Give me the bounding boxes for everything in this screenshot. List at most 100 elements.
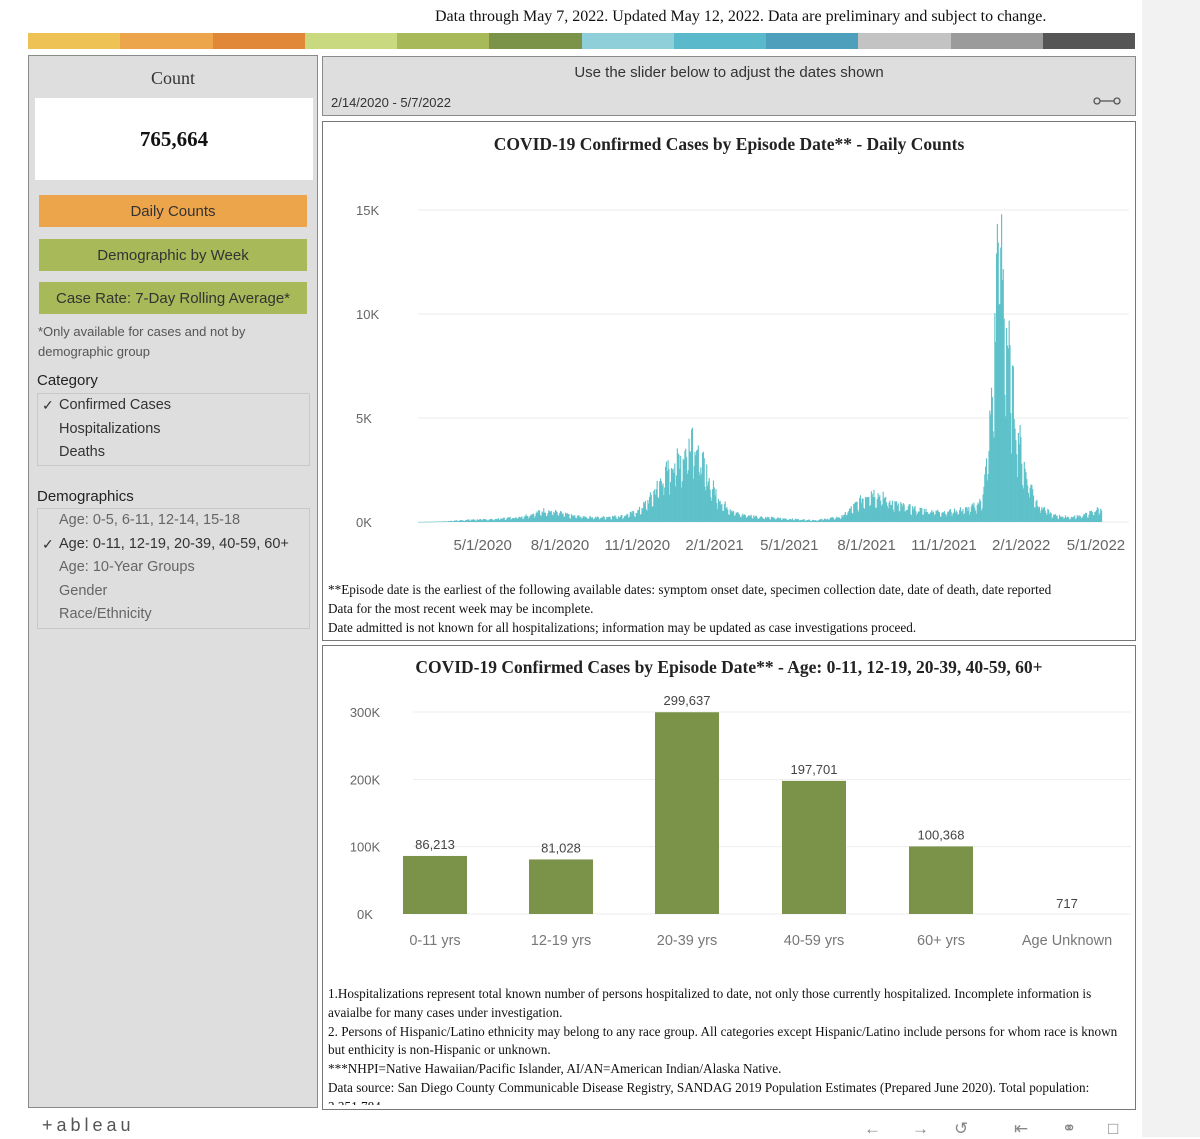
daily-bar <box>1096 507 1098 522</box>
daily-bar <box>969 511 972 522</box>
daily-counts-button[interactable]: Daily Counts <box>39 195 307 227</box>
daily-bar <box>1060 516 1062 522</box>
daily-bar <box>782 518 784 522</box>
daily-bar <box>911 506 914 522</box>
daily-bar <box>481 520 483 522</box>
daily-bar <box>758 519 760 522</box>
daily-bar <box>501 518 503 522</box>
daily-bar <box>1023 461 1025 522</box>
daily-bar <box>496 519 499 522</box>
daily-bar <box>863 507 865 522</box>
daily-bar <box>933 515 935 522</box>
daily-bar <box>674 463 676 522</box>
daily-bar <box>428 521 431 523</box>
filter-item[interactable]: Hospitalizations <box>38 418 309 442</box>
daily-bar <box>814 520 816 522</box>
daily-bar <box>641 508 643 522</box>
daily-bar <box>451 521 453 522</box>
daily-bar <box>824 518 826 522</box>
filter-item[interactable]: Age: 0-5, 6-11, 12-14, 15-18 <box>38 509 309 533</box>
daily-bar <box>953 508 956 522</box>
color-bar-segment <box>1042 33 1135 49</box>
daily-bar <box>582 516 584 522</box>
daily-bar <box>681 481 683 522</box>
daily-bar <box>484 519 486 522</box>
daily-bar <box>712 480 715 522</box>
fullscreen-icon[interactable]: □ <box>1108 1119 1119 1138</box>
daily-bar <box>588 517 590 522</box>
daily-bar <box>519 517 521 522</box>
slider-handle-icon[interactable] <box>1093 95 1121 107</box>
daily-bar <box>555 511 557 522</box>
daily-bar <box>864 497 867 522</box>
daily-bar <box>542 512 544 522</box>
daily-bar <box>837 517 839 522</box>
demographic-by-week-button[interactable]: Demographic by Week <box>39 239 307 271</box>
daily-bar <box>912 509 914 522</box>
daily-bar <box>693 465 695 522</box>
redo-icon[interactable]: → <box>912 1119 929 1138</box>
daily-bar <box>541 511 543 522</box>
daily-bar <box>738 513 740 522</box>
daily-bar <box>716 503 718 522</box>
daily-bar <box>654 489 656 522</box>
daily-bar <box>502 517 504 522</box>
daily-bar <box>493 520 495 522</box>
daily-bar <box>634 517 636 522</box>
daily-bar <box>805 520 807 522</box>
category-label: 12-19 yrs <box>531 933 591 949</box>
daily-bar <box>851 513 853 522</box>
color-bar-segment <box>766 33 859 49</box>
daily-bar <box>952 513 954 522</box>
filter-item[interactable]: ✓ Age: 0-11, 12-19, 20-39, 40-59, 60+ <box>38 533 309 557</box>
daily-bar <box>974 507 976 522</box>
daily-bar <box>420 521 422 523</box>
filter-item[interactable]: ✓ Confirmed Cases <box>38 394 309 418</box>
daily-bar <box>1031 484 1033 522</box>
daily-bar <box>959 510 961 522</box>
case-rate-button[interactable]: Case Rate: 7-Day Rolling Average* <box>39 282 307 314</box>
daily-bar <box>468 519 470 522</box>
daily-bar <box>1066 516 1068 522</box>
daily-bar <box>659 481 661 522</box>
daily-bar <box>631 513 633 522</box>
filter-item[interactable]: Race/Ethnicity <box>38 603 309 627</box>
daily-bar <box>1072 517 1074 522</box>
checkmark-icon: ✓ <box>42 397 54 413</box>
daily-bar <box>961 511 963 522</box>
daily-bar <box>706 485 709 522</box>
category-label: Age Unknown <box>1022 933 1112 949</box>
daily-bar <box>880 505 883 522</box>
daily-bar <box>642 508 644 522</box>
daily-bar <box>834 519 836 522</box>
daily-bar <box>643 501 645 522</box>
undo-icon[interactable]: ← <box>864 1119 881 1138</box>
share-icon[interactable]: ⚭ <box>1062 1119 1077 1138</box>
daily-bar <box>719 500 721 522</box>
daily-bar <box>1024 468 1026 522</box>
filter-item[interactable]: Age: 10-Year Groups <box>38 556 309 580</box>
daily-bar <box>495 518 497 522</box>
filter-item[interactable]: Gender <box>38 580 309 604</box>
daily-bar <box>1091 512 1093 522</box>
revert-icon[interactable]: ↺ <box>954 1119 969 1138</box>
filter-item[interactable]: Deaths <box>38 441 309 465</box>
daily-bar <box>812 519 814 522</box>
daily-bar <box>773 518 775 522</box>
daily-bar <box>770 519 772 522</box>
daily-bar <box>946 514 948 522</box>
daily-bar <box>744 515 746 522</box>
daily-bar <box>947 511 949 522</box>
daily-bar <box>786 520 788 522</box>
daily-bar <box>643 503 646 522</box>
daily-bar <box>858 512 860 522</box>
daily-bar <box>815 520 817 522</box>
daily-bar <box>1095 510 1098 522</box>
revert-all-icon[interactable]: ⇤ <box>1014 1119 1029 1138</box>
daily-bar <box>778 518 780 522</box>
daily-bar <box>667 460 669 522</box>
daily-bar <box>817 520 820 522</box>
daily-bar <box>877 493 879 522</box>
daily-bar <box>937 509 939 522</box>
daily-bar <box>421 521 423 523</box>
